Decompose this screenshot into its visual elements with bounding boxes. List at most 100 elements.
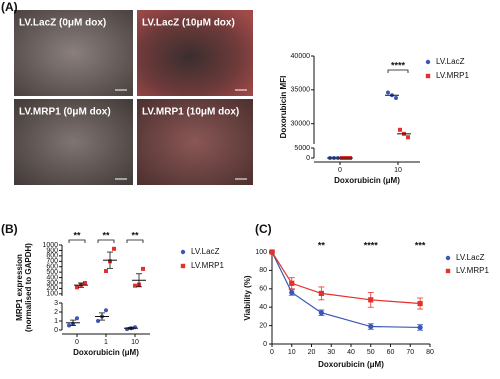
y-axis-label: MRP1 expression: [15, 254, 24, 321]
x-tick-label: 60: [387, 349, 395, 356]
data-point: [112, 246, 116, 251]
x-tick-label: 40: [347, 349, 355, 356]
panel-label: (A): [1, 0, 18, 14]
data-point: [104, 308, 108, 313]
data-point: [83, 280, 87, 285]
x-axis-label: Doxorubicin (μM): [334, 176, 400, 185]
y-tick-label: 2: [54, 309, 58, 316]
x-tick-label: 10: [288, 349, 296, 356]
y-axis-label: (normalised to GAPDH): [24, 243, 33, 332]
y-tick-label: 0: [306, 155, 310, 162]
data-point: [104, 269, 108, 274]
legend-label: LV.LacZ: [191, 247, 220, 256]
data-point: [75, 316, 79, 321]
legend-marker: [425, 73, 431, 79]
significance-label: ****: [364, 240, 379, 250]
panel-label: (C): [255, 222, 272, 236]
legend-label: LV.MRP1: [191, 261, 224, 270]
micrograph-label: LV.MRP1 (0μM dox): [19, 107, 111, 118]
y-tick-label: 300: [46, 280, 58, 287]
data-point: [96, 319, 100, 323]
data-point: [318, 290, 324, 296]
y-axis-label: Viability (%): [243, 275, 252, 321]
data-point: [75, 285, 79, 290]
legend-marker: [180, 249, 186, 255]
y-tick-label: 400: [46, 274, 58, 281]
y-tick-label: 100: [255, 249, 267, 256]
legend-label: LV.MRP1: [456, 266, 489, 275]
y-tick-label: 500: [46, 269, 58, 276]
legend-marker: [445, 268, 451, 274]
data-point: [406, 135, 410, 140]
y-axis-label: Doxorubicin MFI: [279, 76, 288, 139]
data-point: [368, 323, 374, 330]
micrograph-label: LV.LacZ (0μM dox): [19, 18, 106, 29]
y-tick-label: 80: [259, 267, 267, 274]
significance-label: **: [131, 230, 139, 240]
micrograph: [14, 10, 133, 96]
x-tick-label: 0: [338, 167, 342, 174]
data-point: [289, 289, 295, 296]
data-point: [289, 280, 295, 286]
significance-label: **: [73, 230, 81, 240]
x-axis-label: Doxorubicin (μM): [318, 360, 384, 369]
data-point: [368, 297, 374, 303]
data-point: [141, 266, 145, 271]
significance-bracket: [126, 239, 144, 243]
y-tick-label: 100: [46, 291, 58, 298]
y-tick-label: 1000: [42, 242, 58, 249]
micrograph-label: LV.MRP1 (10μM dox): [142, 107, 239, 118]
y-tick-label: 800: [46, 253, 58, 260]
significance-label: ****: [391, 60, 406, 70]
y-tick-label: 60: [259, 286, 267, 293]
x-tick-label: 0: [270, 349, 274, 356]
y-tick-label: 3: [54, 300, 58, 307]
x-tick-label: 80: [426, 349, 434, 356]
data-point: [269, 249, 275, 255]
y-tick-label: 30000: [291, 121, 311, 128]
significance-bracket: [68, 239, 86, 243]
legend-marker: [425, 59, 431, 65]
significance-label: ***: [415, 240, 426, 250]
micrograph: [14, 99, 133, 185]
data-point: [398, 127, 402, 132]
data-point: [394, 95, 398, 100]
significance-bracket: [97, 239, 115, 243]
y-tick-label: 0: [54, 327, 58, 334]
y-tick-label: 35000: [291, 87, 311, 94]
x-tick-label: 20: [308, 349, 316, 356]
y-tick-label: 1: [54, 318, 58, 325]
panel-label: (B): [1, 222, 18, 236]
y-tick-label: 900: [46, 247, 58, 254]
x-tick-label: 10: [131, 339, 139, 346]
x-tick-label: 1: [104, 339, 108, 346]
y-tick-label: 20: [259, 322, 267, 329]
significance-label: **: [318, 240, 326, 250]
legend-marker: [180, 263, 186, 269]
data-point: [67, 323, 71, 328]
data-point: [318, 310, 324, 316]
legend-label: LV.LacZ: [436, 57, 465, 66]
data-point: [133, 283, 137, 288]
y-tick-label: 5000: [294, 145, 310, 152]
x-tick-label: 70: [406, 349, 414, 356]
micrograph: [137, 99, 253, 185]
y-tick-label: 0: [263, 341, 267, 348]
legend-marker: [445, 255, 451, 261]
x-tick-label: 30: [327, 349, 335, 356]
y-tick-label: 40: [259, 304, 267, 311]
x-tick-label: 10: [394, 167, 402, 174]
y-tick-label: 200: [46, 285, 58, 292]
legend-label: LV.MRP1: [436, 71, 469, 80]
micrograph: [137, 10, 253, 96]
x-axis-label: Doxorubicin (μM): [73, 348, 139, 357]
x-tick-label: 0: [75, 339, 79, 346]
data-point: [386, 90, 390, 95]
micrograph-panel: LV.LacZ (0μM dox) LV.LacZ (10μM dox) LV.…: [14, 10, 253, 185]
data-point: [417, 324, 423, 331]
y-tick-label: 700: [46, 258, 58, 265]
y-tick-label: 40000: [291, 53, 311, 60]
legend-label: LV.LacZ: [456, 253, 485, 262]
x-tick-label: 50: [367, 349, 375, 356]
